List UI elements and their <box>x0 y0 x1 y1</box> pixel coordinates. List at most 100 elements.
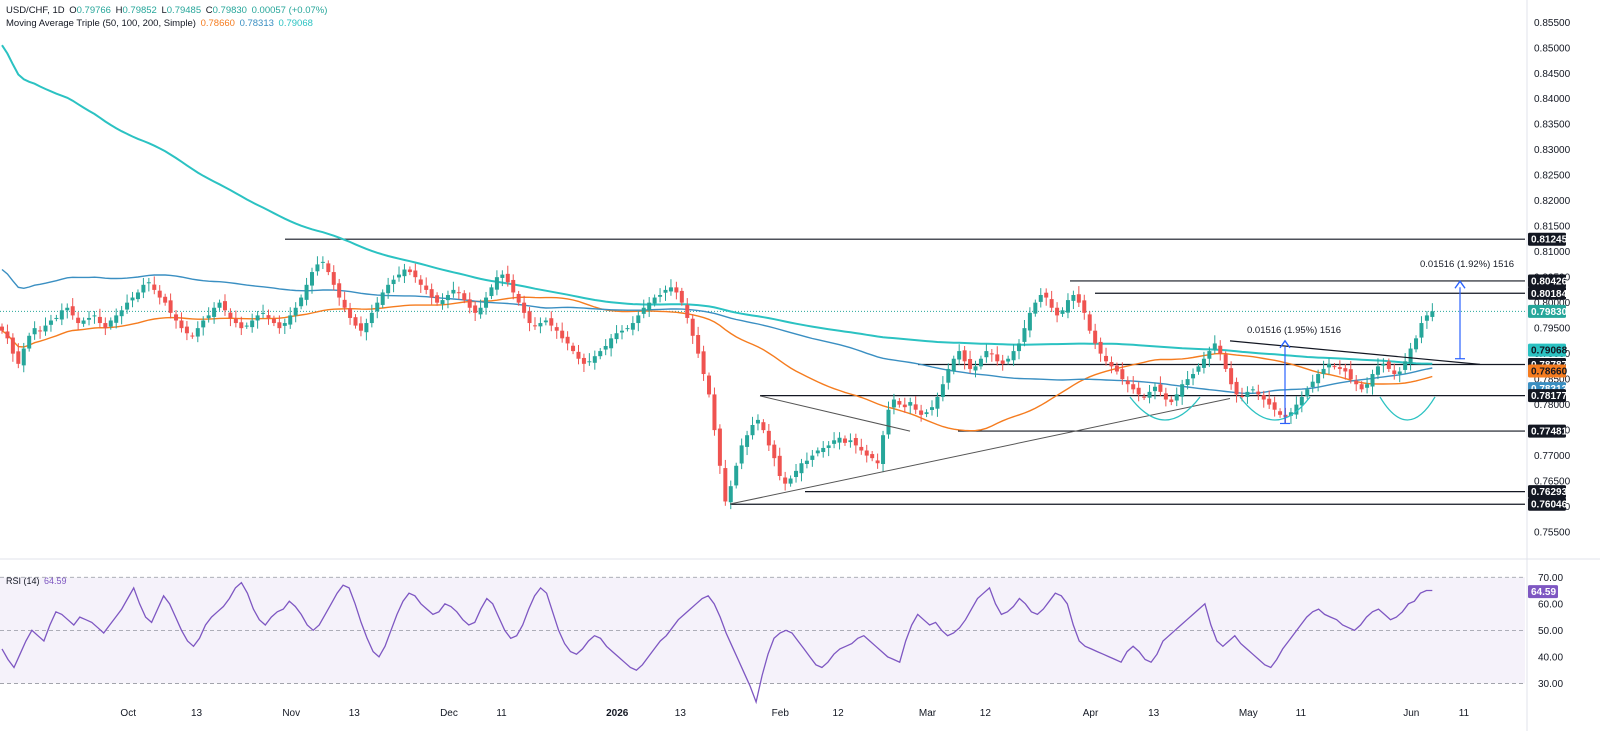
time-tick-label: 13 <box>349 708 361 719</box>
candle <box>821 441 826 458</box>
candle <box>1022 319 1027 347</box>
candle-body <box>522 302 527 313</box>
candle <box>1245 386 1250 404</box>
candle <box>114 308 119 329</box>
candle-body <box>130 297 135 301</box>
candle-body <box>750 425 755 436</box>
candle-body <box>527 311 532 324</box>
candle <box>1430 303 1435 322</box>
candle-body <box>1218 345 1223 354</box>
candle <box>97 308 102 328</box>
candle <box>277 315 282 334</box>
price-tick-label: 0.77000 <box>1534 451 1571 462</box>
candle <box>810 449 815 467</box>
candle-body <box>1049 299 1054 308</box>
candle <box>1305 386 1310 400</box>
price-tag-text: 0.78177 <box>1531 391 1568 402</box>
candle-body <box>668 287 673 292</box>
candle <box>630 316 635 336</box>
high-value: 0.79852 <box>122 5 157 16</box>
candle-body <box>886 409 891 435</box>
candle-body <box>478 307 483 315</box>
candle <box>391 275 396 293</box>
candle <box>174 310 179 329</box>
candle <box>163 293 168 306</box>
candle <box>271 315 276 327</box>
candle-body <box>962 350 967 362</box>
low-value: 0.79485 <box>166 5 202 16</box>
candle <box>723 459 728 506</box>
pattern-arc <box>1379 396 1436 421</box>
candle <box>1109 356 1114 374</box>
candle <box>946 363 951 390</box>
candle <box>239 316 244 336</box>
candle-body <box>630 323 635 330</box>
candle <box>1375 358 1380 380</box>
candle-body <box>1065 300 1070 313</box>
candle-body <box>603 345 608 350</box>
price-tick-label: 0.84000 <box>1534 94 1571 105</box>
candle <box>707 372 712 398</box>
price-tick-label: 0.81000 <box>1534 247 1571 258</box>
candle-body <box>587 361 592 363</box>
candle-body <box>141 284 146 293</box>
candle <box>1327 358 1332 375</box>
candle-body <box>261 312 266 314</box>
price-tag-text: 0.79068 <box>1531 346 1568 357</box>
candle <box>266 309 271 325</box>
candle-body <box>65 307 70 311</box>
candle <box>353 314 358 329</box>
candle <box>87 311 92 326</box>
candle-body <box>565 336 570 344</box>
candle-body <box>848 440 853 443</box>
candle <box>554 322 559 339</box>
candle-body <box>1147 391 1152 398</box>
candle <box>832 432 837 449</box>
candle-body <box>337 283 342 298</box>
candle-body <box>870 454 875 459</box>
candle-body <box>70 306 75 316</box>
candle-body <box>973 366 978 371</box>
candle-body <box>494 277 499 290</box>
candle <box>864 444 869 463</box>
candle <box>913 396 918 415</box>
candle-body <box>282 323 287 326</box>
rsi-tick-label: 30.00 <box>1538 679 1563 690</box>
candle <box>1267 390 1272 409</box>
candle <box>435 292 440 306</box>
candle <box>1256 384 1261 401</box>
candle <box>135 289 140 303</box>
symbol-label: USD/CHF, 1D <box>6 5 65 16</box>
candle <box>451 281 456 298</box>
price-tag-level: 0.76293 <box>1528 485 1568 499</box>
rsi-legend-value: 64.59 <box>44 576 67 586</box>
candle-body <box>331 272 336 285</box>
candle <box>1033 299 1038 317</box>
candle <box>397 266 402 282</box>
candle <box>995 346 1000 366</box>
price-tag-text: 0.80426 <box>1531 276 1568 287</box>
measure-arrow-1 <box>1454 280 1466 360</box>
candle <box>1136 382 1141 402</box>
candle-body <box>1011 351 1016 361</box>
candle-body <box>157 290 162 298</box>
candle <box>587 353 592 366</box>
candle <box>146 277 151 292</box>
candle-body <box>734 465 739 486</box>
change-value: 0.00057 (+0.07%) <box>251 5 328 16</box>
candle-body <box>837 437 842 443</box>
candle-body <box>935 396 940 409</box>
price-tick-label: 0.81500 <box>1534 222 1571 233</box>
candle <box>38 326 43 339</box>
candle <box>576 344 581 365</box>
candle <box>1163 387 1168 407</box>
candle <box>1365 377 1370 394</box>
candle-body <box>304 284 309 300</box>
candle <box>511 274 516 300</box>
rsi-tick-label: 50.00 <box>1538 626 1563 637</box>
price-tag-ma200: 0.79068 <box>1528 343 1568 357</box>
candle-body <box>1180 384 1185 397</box>
candle-body <box>309 272 314 286</box>
candle-body <box>1027 312 1032 331</box>
